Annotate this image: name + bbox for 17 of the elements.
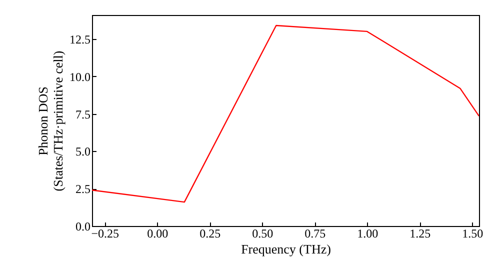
x-tick-label: 0.50 <box>252 226 274 240</box>
y-tick-label: 2.5 <box>76 182 90 196</box>
x-tick-label: 0.00 <box>147 226 168 240</box>
y-tick-label: 0.0 <box>76 220 90 234</box>
line-series <box>92 24 479 203</box>
x-tick-label: 1.25 <box>410 226 431 240</box>
y-tick-label: 7.5 <box>76 107 90 122</box>
x-tick-label: 0.75 <box>304 226 326 240</box>
x-tick-label: −0.25 <box>91 226 119 240</box>
y-tick-label: 10.0 <box>70 70 90 84</box>
x-tick-label: 1.00 <box>357 226 378 240</box>
y-axis-title: Phonon DOS (States/THz·primitive cell) <box>36 50 66 192</box>
y-tick-label: 12.5 <box>70 32 90 46</box>
y-tick-label: 5.0 <box>76 144 90 159</box>
x-tick-label: 0.25 <box>200 226 221 240</box>
x-axis-title: Frequency (THz) <box>241 242 331 256</box>
x-tick-label: 1.50 <box>462 226 484 240</box>
